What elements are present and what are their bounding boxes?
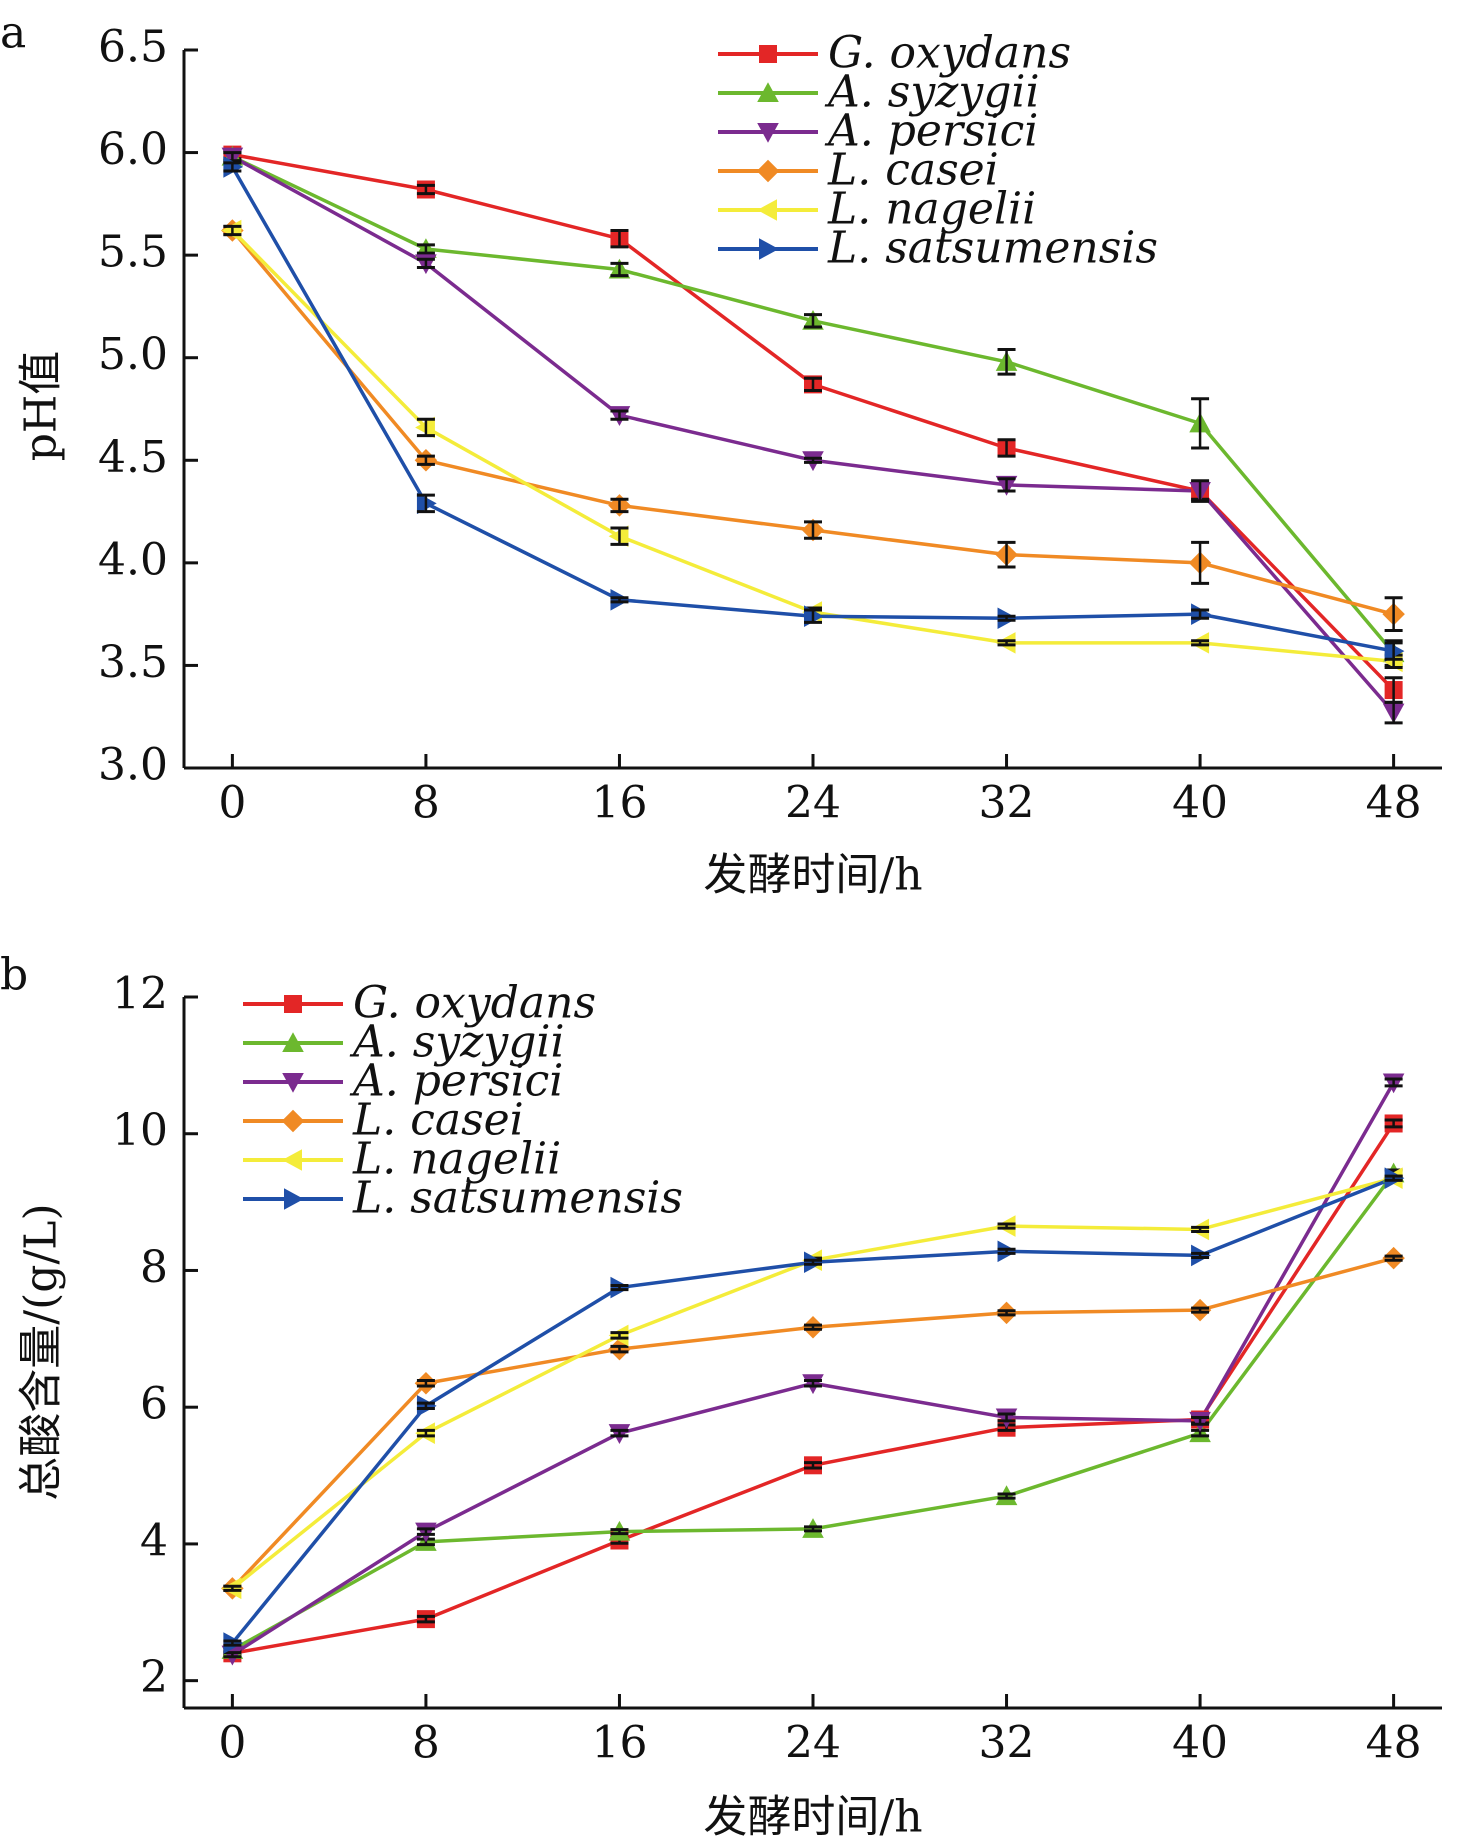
legend-marker: [284, 995, 302, 1013]
y-tick-label: 8: [140, 1242, 168, 1293]
y-tick-label: 5.5: [98, 227, 168, 278]
series-line-1: [231, 155, 1395, 655]
y-tick-label: 12: [112, 969, 168, 1020]
x-tick-label: 48: [1366, 1718, 1422, 1769]
y-tick-label: 4.5: [98, 432, 168, 483]
legend-label: G. oxydans: [828, 28, 1071, 79]
legend-label: L. satsumensis: [827, 223, 1158, 274]
x-tick-label: 16: [591, 778, 647, 829]
x-axis-label: 发酵时间/h: [703, 850, 922, 901]
legend-marker: [281, 1109, 305, 1133]
legend-marker: [757, 82, 779, 102]
legend-label: L. nagelii: [827, 184, 1036, 235]
y-tick-label: 4.0: [98, 534, 168, 585]
legend-label: A. persici: [824, 106, 1038, 157]
legend-label: L. satsumensis: [352, 1173, 683, 1224]
x-tick-label: 32: [979, 1718, 1035, 1769]
x-tick-label: 40: [1172, 1718, 1228, 1769]
legend-label: L. casei: [827, 145, 999, 196]
panel-label: b: [0, 950, 28, 1001]
legend-marker: [282, 1149, 302, 1171]
legend-marker: [756, 159, 780, 183]
legend-label: L. casei: [352, 1095, 524, 1146]
legend-label: A. syzygii: [349, 1017, 565, 1068]
x-tick-label: 32: [979, 778, 1035, 829]
y-tick-label: 3.5: [98, 637, 168, 688]
x-axis-label: 发酵时间/h: [703, 1792, 922, 1843]
x-tick-label: 48: [1366, 778, 1422, 829]
x-tick-label: 40: [1172, 778, 1228, 829]
y-tick-label: 5.0: [98, 329, 168, 380]
legend-marker: [759, 45, 777, 63]
x-tick-label: 8: [412, 1718, 440, 1769]
legend-marker: [757, 123, 779, 143]
chart-panel-a: a 3.0 3.5 4.0 4.5 5.0 5.5 6.0 6.5 0 8 16 24 32 40 48 发酵时…: [0, 8, 1442, 901]
panel-label: a: [0, 8, 26, 59]
legend-label: A. persici: [349, 1056, 563, 1107]
legend-marker: [757, 199, 777, 221]
x-tick-label: 0: [218, 1718, 246, 1769]
y-axis-label: pH值: [16, 351, 67, 462]
x-tick-label: 8: [412, 778, 440, 829]
legend-label: L. nagelii: [352, 1134, 561, 1185]
series-line-3: [231, 1256, 1395, 1590]
y-tick-label: 4: [140, 1515, 168, 1566]
x-tick-label: 24: [785, 778, 841, 829]
y-tick-label: 6.0: [98, 124, 168, 175]
legend-label: G. oxydans: [353, 978, 596, 1029]
x-tick-label: 16: [591, 1718, 647, 1769]
series-line-1: [231, 1172, 1396, 1652]
legend-marker: [284, 1188, 304, 1210]
legend-marker: [282, 1032, 304, 1052]
y-tick-label: 6: [140, 1379, 168, 1430]
y-tick-label: 6.5: [98, 22, 168, 73]
legend-label: A. syzygii: [824, 67, 1040, 118]
y-tick-label: 2: [140, 1652, 168, 1703]
y-axis-label: 总酸含量/(g/L): [16, 1203, 67, 1500]
y-tick-label: 10: [112, 1105, 168, 1156]
x-tick-label: 24: [785, 1718, 841, 1769]
x-tick-label: 0: [218, 778, 246, 829]
legend-marker: [282, 1073, 304, 1093]
y-tick-label: 3.0: [98, 740, 168, 791]
series-line-5: [231, 1176, 1395, 1645]
legend-marker: [759, 238, 779, 260]
series-line-3: [231, 229, 1395, 616]
